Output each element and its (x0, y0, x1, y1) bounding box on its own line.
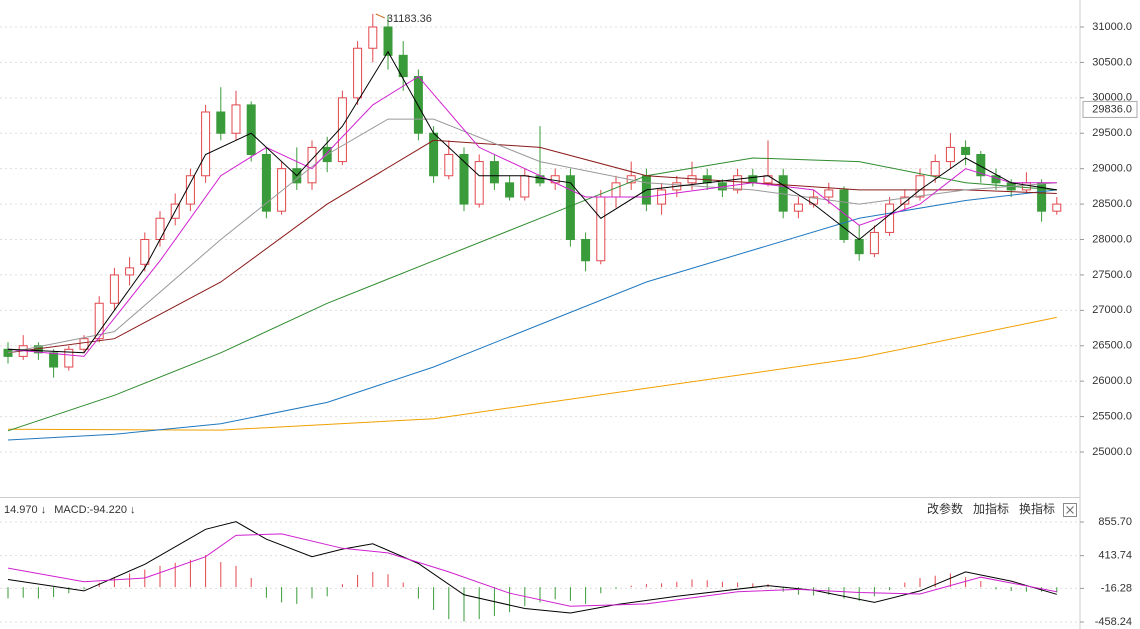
y-tick-label: 31000.0 (1092, 21, 1132, 33)
y-tick-label: 25500.0 (1092, 411, 1132, 423)
candle-body (885, 203, 895, 233)
candle-body (337, 97, 347, 163)
indicator-button[interactable]: 换指标 (1019, 501, 1055, 516)
high-marker-arrow (375, 13, 386, 19)
candle-body (596, 196, 606, 262)
candle-body (94, 302, 104, 340)
candle-body (155, 217, 165, 241)
candle-body (474, 161, 484, 205)
indicator-line (7, 189, 1057, 441)
y-tick-label: 30500.0 (1092, 56, 1132, 68)
candle-body (398, 54, 408, 78)
candle-body (383, 26, 393, 56)
indicator-button[interactable]: 改参数 (927, 501, 963, 516)
macd-legend: MACD:-94.220 ↓ (54, 504, 135, 516)
candle-body (49, 352, 59, 368)
candle-body (733, 175, 743, 191)
y-tick-label: 28000.0 (1092, 233, 1132, 245)
candle-body (1021, 182, 1031, 191)
candle-body (201, 111, 211, 177)
candle-body (261, 153, 271, 212)
y-tick-label: 855.70 (1098, 516, 1132, 528)
candle-body (976, 153, 986, 177)
candle-body (505, 182, 515, 198)
candle-body (353, 47, 363, 99)
y-tick-label: 30000.0 (1092, 92, 1132, 104)
y-tick-label: 26500.0 (1092, 340, 1132, 352)
candle-body (520, 175, 530, 198)
close-icon (1066, 506, 1074, 514)
candle-body (368, 26, 378, 49)
y-tick-label: 29500.0 (1092, 127, 1132, 139)
candle-body (413, 76, 423, 134)
candle-body (1052, 203, 1062, 212)
indicator-button[interactable]: 加指标 (973, 501, 1009, 516)
y-tick-label: 25000.0 (1092, 446, 1132, 458)
candle-body (140, 239, 150, 265)
candle-body (839, 189, 849, 241)
indicator-line (7, 157, 1057, 432)
indicator-line (7, 118, 1057, 354)
indicator-line (7, 521, 1057, 614)
candle-body (611, 182, 621, 198)
indicator-line (7, 533, 1057, 607)
candle-body (444, 153, 454, 177)
y-tick-label: 27000.0 (1092, 304, 1132, 316)
price-marker-label: 29836.0 (1092, 103, 1132, 115)
candle-body (79, 338, 89, 350)
candle-body (793, 203, 803, 212)
indicator-line (7, 75, 1057, 357)
candle-body (961, 146, 971, 155)
candle-body (277, 168, 287, 212)
close-button[interactable] (1063, 503, 1077, 517)
y-tick-label: 29000.0 (1092, 163, 1132, 175)
candle-body (185, 175, 195, 205)
candle-body (429, 132, 439, 177)
indicator-line (7, 316, 1057, 431)
candle-body (945, 146, 955, 163)
macd-legend: 14.970 ↓ (4, 504, 46, 516)
high-marker-label: 31183.36 (387, 13, 432, 25)
candle-body (581, 239, 591, 262)
y-tick-label: 413.74 (1098, 550, 1132, 562)
candle-body (459, 153, 469, 205)
candle-body (231, 104, 241, 134)
y-tick-label: -16.28 (1101, 582, 1132, 594)
candle-body (125, 267, 135, 276)
candle-body (489, 161, 499, 184)
candle-body (64, 348, 74, 368)
candle-body (900, 196, 910, 205)
y-tick-label: 27500.0 (1092, 269, 1132, 281)
candle-body (216, 111, 226, 134)
y-tick-label: 28500.0 (1092, 198, 1132, 210)
y-tick-label: -458.24 (1095, 616, 1132, 628)
candle-body (824, 189, 834, 198)
price-marker-box (1082, 100, 1138, 118)
candle-body (854, 239, 864, 255)
candle-body (657, 189, 667, 205)
candle-body (246, 104, 256, 155)
candle-body (930, 161, 940, 177)
candle-body (763, 175, 773, 184)
candle-body (869, 231, 879, 255)
indicator-line (7, 139, 1057, 354)
candle-body (915, 175, 925, 198)
indicator-line (7, 50, 1057, 354)
candle-body (109, 274, 119, 304)
y-tick-label: 26000.0 (1092, 375, 1132, 387)
close-box (1063, 503, 1077, 517)
